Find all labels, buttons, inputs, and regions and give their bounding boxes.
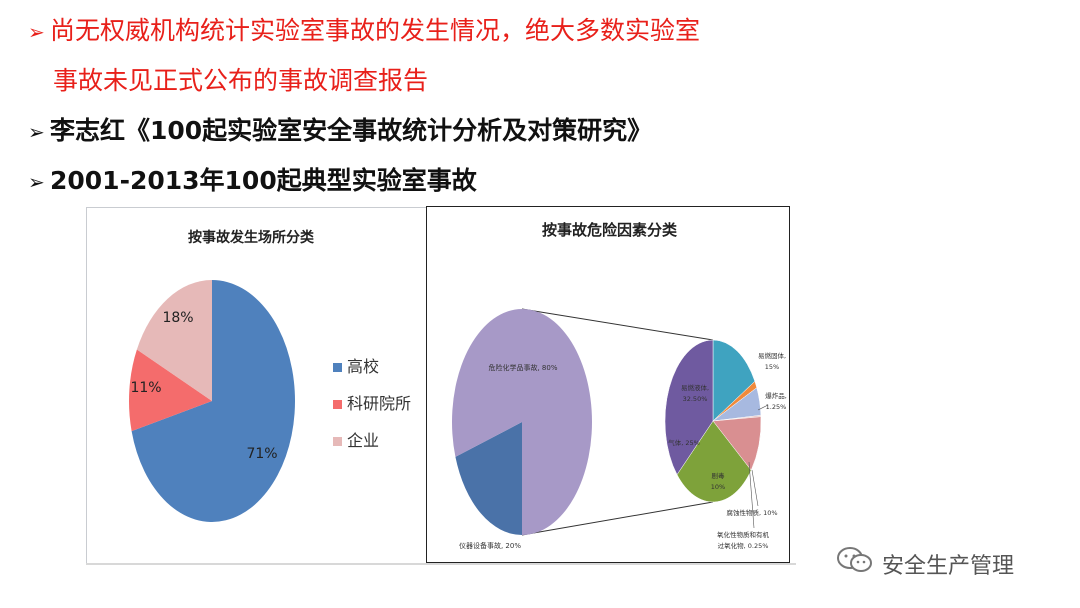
- slice-flammable-liquid: [664, 339, 714, 476]
- breakdown-slice-label: 腐蚀性物质, 10%: [726, 508, 777, 517]
- slice-percent-label: 11%: [130, 380, 161, 396]
- breakdown-slice-label: 易燃固体,: [758, 351, 786, 360]
- slice-percent-label: 18%: [162, 310, 193, 326]
- watermark-text: 安全生产管理: [882, 554, 1015, 579]
- wechat-icon: [837, 547, 872, 572]
- arrow-icon: ➢: [28, 20, 45, 44]
- slice-hazchem-accident: [452, 309, 592, 535]
- breakdown-slice-label: 氧化性物质和有机: [717, 530, 770, 539]
- arrow-icon: ➢: [28, 120, 45, 144]
- breakdown-slice-label: 过氧化物, 0.25%: [718, 541, 769, 550]
- leader-line: [748, 461, 755, 529]
- slice-university: [131, 280, 295, 522]
- connector-line: [521, 308, 714, 341]
- breakdown-slice-label: 爆炸品,: [765, 391, 787, 400]
- slice-label: 仪器设备事故, 20%: [459, 541, 521, 550]
- divider: [86, 563, 796, 565]
- slice-equipment-accident: [455, 422, 522, 535]
- arrow-icon: ➢: [28, 170, 45, 194]
- connector-line: [521, 501, 714, 536]
- legend-swatch: [333, 400, 342, 409]
- slice-gas: [676, 420, 752, 503]
- bullet-1-continued: 事故未见正式公布的事故调查报告: [53, 66, 429, 95]
- breakdown-slice-label: 1.25%: [766, 403, 787, 411]
- legend-label: 科研院所: [347, 394, 412, 413]
- bullet-1-text: 尚无权威机构统计实验室事故的发生情况，绝大多数实验室: [50, 16, 701, 45]
- legend-item-university: 高校: [333, 353, 379, 377]
- legend-label: 企业: [347, 431, 380, 450]
- slice-enterprise: [136, 280, 212, 401]
- slice-institute: [129, 349, 212, 432]
- bullet-1: ➢ 尚无权威机构统计实验室事故的发生情况，绝大多数实验室: [28, 14, 700, 49]
- breakdown-slice-label: 15%: [765, 363, 779, 371]
- breakdown-slice-label: 气体, 25%: [668, 438, 700, 447]
- breakdown-slice-label: 易燃液体,: [681, 383, 709, 392]
- bullet-2-text: 李志红《100起实验室安全事故统计分析及对策研究》: [50, 116, 653, 145]
- slice-percent-label: 71%: [246, 446, 277, 462]
- bullet-3: ➢ 2001-2013年100起典型实验室事故: [28, 164, 477, 199]
- hazard-chart-title: 按事故危险因素分类: [542, 221, 678, 239]
- breakdown-slice-label: 10%: [711, 483, 725, 491]
- bullet-3-text: 2001-2013年100起典型实验室事故: [50, 166, 477, 195]
- slice-label: 危险化学品事故, 80%: [488, 363, 557, 372]
- legend-label: 高校: [347, 357, 380, 376]
- leader-line: [751, 469, 759, 507]
- legend-swatch: [333, 437, 342, 446]
- breakdown-slice-label: 32.50%: [683, 395, 708, 403]
- legend-item-institute: 科研院所: [333, 390, 411, 414]
- breakdown-slice-label: 剧毒: [712, 471, 726, 480]
- location-chart-title: 按事故发生场所分类: [188, 230, 314, 246]
- slice-flammable-solid: [712, 339, 756, 422]
- legend-item-enterprise: 企业: [333, 427, 379, 451]
- leader-line: [757, 404, 769, 411]
- legend-swatch: [333, 363, 342, 372]
- bullet-2: ➢ 李志红《100起实验室安全事故统计分析及对策研究》: [28, 114, 652, 149]
